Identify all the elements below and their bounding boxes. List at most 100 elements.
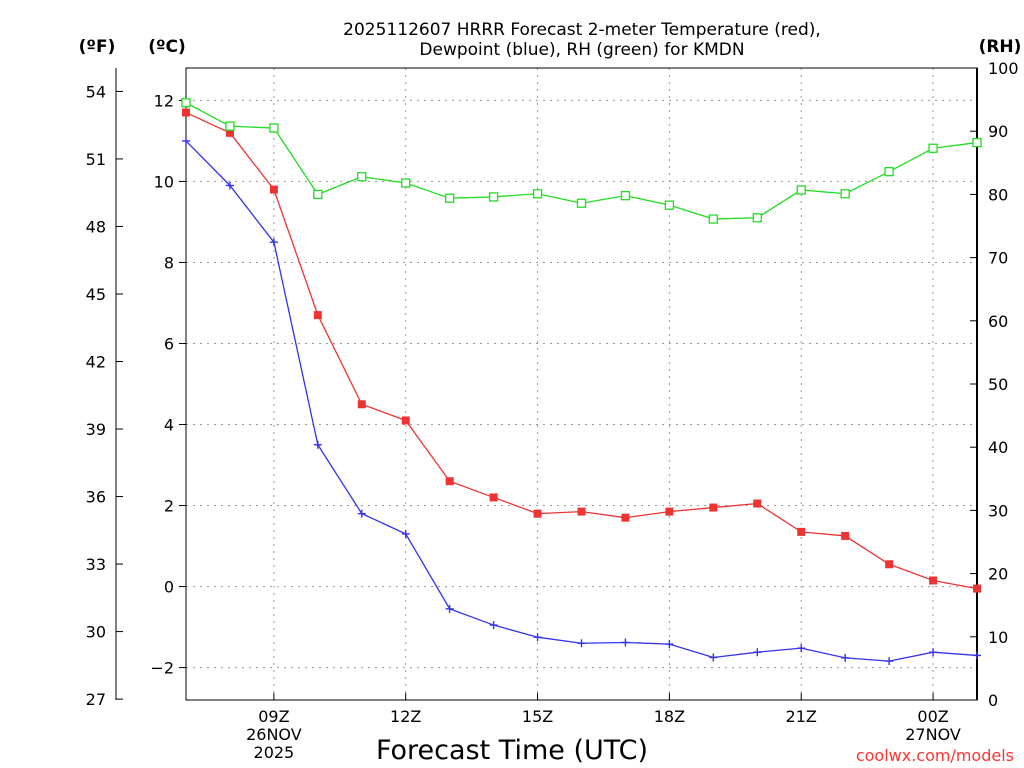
celsius-tick-label: −2 [150, 659, 174, 678]
dewpoint-point [533, 633, 542, 642]
fahrenheit-tick-label: 45 [86, 285, 106, 304]
dewpoint-point [182, 136, 190, 145]
dewpoint-point [621, 638, 630, 647]
dewpoint-point [885, 657, 894, 666]
temperature-point [621, 513, 630, 522]
celsius-unit-label: (ºC) [148, 37, 186, 57]
rh-point [269, 123, 279, 133]
temperature-point [709, 503, 718, 512]
rh-point [181, 98, 191, 108]
x-tick-label: 15Z [522, 707, 553, 726]
celsius-tick-label: 0 [164, 578, 174, 597]
dewpoint-point [973, 651, 981, 660]
rh-point [884, 166, 894, 177]
fahrenheit-tick-label: 36 [86, 488, 106, 507]
rh-tick-label: 20 [988, 565, 1008, 584]
x-tick-label: 00Z [917, 707, 948, 726]
fahrenheit-unit-label: (ºF) [79, 37, 116, 57]
x-tick-label: 26NOV [246, 725, 302, 744]
x-tick-label: 09Z [258, 707, 289, 726]
credit-text: coolwx.com/models [856, 746, 1014, 765]
rh-point [840, 189, 850, 199]
temperature-line [185, 111, 978, 590]
rh-point [664, 200, 675, 210]
temperature-point [445, 477, 454, 486]
rh-tick-label: 60 [988, 312, 1008, 331]
rh-tick-label: 80 [988, 185, 1008, 204]
dewpoint-point [753, 648, 762, 657]
rh-point [532, 189, 543, 199]
rh-tick-label: 100 [988, 59, 1019, 78]
temperature-point [885, 560, 894, 569]
x-tick-label: 2025 [254, 743, 295, 762]
dewpoint-point [225, 181, 234, 190]
dewpoint-point [489, 621, 498, 630]
fahrenheit-tick-label: 54 [86, 82, 106, 101]
dewpoint-point [709, 653, 718, 662]
chart-title-line-2: Dewpoint (blue), RH (green) for KMDN [419, 40, 744, 60]
temperature-point [269, 185, 278, 194]
rh-point [357, 172, 367, 182]
temperature-point [973, 584, 981, 593]
rh-point [752, 213, 762, 223]
temperature-point [841, 531, 850, 540]
rh-point [928, 143, 938, 153]
rh-point [972, 137, 982, 148]
temperature-point [182, 108, 190, 117]
dewpoint-point [313, 440, 322, 449]
dewpoint-point [401, 529, 410, 538]
rh-tick-label: 10 [988, 628, 1008, 647]
fahrenheit-tick-label: 48 [86, 217, 106, 236]
fahrenheit-tick-label: 30 [86, 623, 106, 642]
rh-point [620, 191, 631, 201]
celsius-tick-label: 8 [164, 253, 174, 272]
fahrenheit-tick-label: 39 [86, 420, 106, 439]
chart-title-line-1: 2025112607 HRRR Forecast 2-meter Tempera… [343, 20, 821, 40]
rh-point [401, 178, 411, 188]
x-tick-label: 18Z [654, 707, 685, 726]
temperature-point [753, 499, 762, 508]
dewpoint-point [269, 238, 278, 247]
axes: −2 0 2 4 6 8 10 12 27 30 33 36 39 42 45 48 51 54 0 10 20 30 40… [86, 59, 1019, 762]
fahrenheit-tick-label: 51 [86, 150, 106, 169]
temperature-point [929, 576, 938, 585]
temperature-point [401, 416, 410, 425]
rh-point [488, 192, 499, 202]
rh-point [225, 121, 235, 131]
dewpoint-point [577, 639, 586, 648]
rh-tick-label: 30 [988, 501, 1008, 520]
temperature-point [489, 493, 498, 502]
rh-tick-label: 40 [988, 438, 1008, 457]
fahrenheit-tick-label: 33 [86, 555, 106, 574]
rh-tick-label: 90 [988, 122, 1008, 141]
temperature-point [533, 509, 542, 518]
fahrenheit-tick-label: 42 [86, 352, 106, 371]
x-tick-label: 21Z [786, 707, 817, 726]
temperature-point [665, 507, 674, 516]
dewpoint-point [445, 604, 454, 613]
temperature-point [797, 527, 806, 536]
rh-point [313, 189, 323, 200]
temperature-point [313, 311, 322, 320]
celsius-tick-label: 12 [154, 91, 174, 110]
dewpoint-point [665, 640, 674, 649]
x-tick-label: 12Z [390, 707, 421, 726]
celsius-tick-label: 2 [164, 497, 174, 516]
dewpoint-point [357, 509, 366, 518]
rh-point [796, 185, 806, 195]
dewpoint-point [841, 653, 850, 662]
fahrenheit-tick-label: 27 [86, 690, 106, 709]
temperature-point [357, 400, 366, 409]
rh-unit-label: (RH) [979, 37, 1022, 57]
temperature-point [577, 507, 586, 516]
dewpoint-line [185, 140, 978, 662]
data-series [181, 98, 982, 666]
grid-lines [186, 68, 977, 700]
rh-tick-label: 0 [988, 691, 998, 710]
celsius-tick-label: 6 [164, 334, 174, 353]
x-tick-label: 27NOV [905, 725, 961, 744]
rh-point [576, 198, 587, 208]
dewpoint-point [797, 644, 806, 653]
temperature-point [225, 128, 234, 137]
